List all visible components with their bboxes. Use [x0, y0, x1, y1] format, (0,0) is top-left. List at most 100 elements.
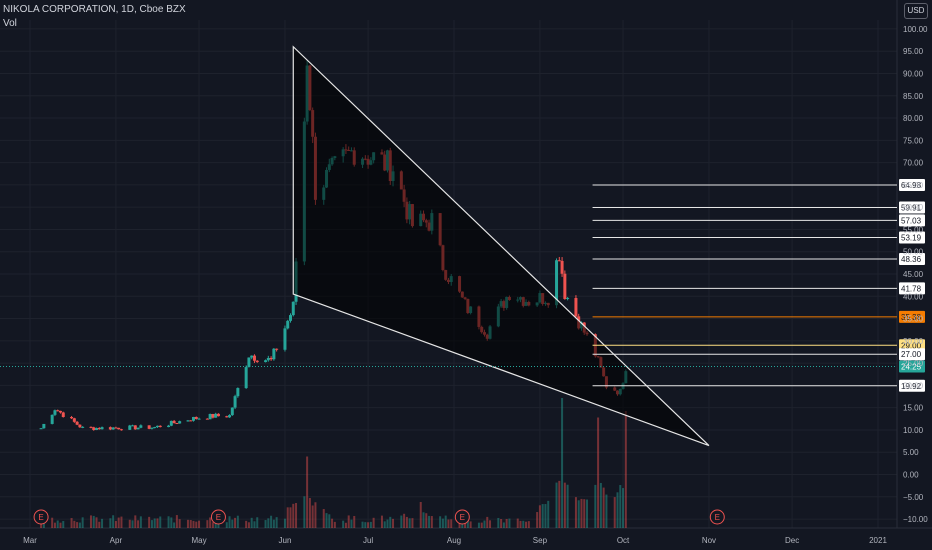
candle-body — [39, 428, 43, 430]
candle-body — [266, 357, 270, 361]
volume-bar — [361, 521, 364, 528]
y-tick-label: −5.00 — [903, 493, 924, 502]
y-tick-label: 55.00 — [903, 225, 924, 234]
volume-bar — [139, 516, 142, 528]
volume-bar — [605, 494, 608, 528]
candle-body — [255, 360, 259, 363]
volume-bar — [544, 504, 547, 528]
level-label: 53.19 — [901, 234, 922, 243]
volume-bar — [289, 507, 292, 528]
y-tick-label: 75.00 — [903, 136, 924, 145]
volume-bar — [159, 516, 162, 528]
y-tick-label: 15.00 — [903, 404, 924, 413]
volume-bar — [292, 503, 295, 528]
currency-button[interactable]: USD — [904, 3, 928, 19]
x-tick-label: Apr — [110, 536, 123, 545]
candle-body — [78, 424, 82, 428]
candle-body — [214, 413, 218, 418]
candle-body — [211, 414, 215, 418]
candle-body — [557, 260, 561, 262]
volume-bar — [364, 522, 367, 528]
volume-bar — [51, 517, 54, 528]
volume-bar — [480, 522, 483, 528]
level-label: 48.36 — [901, 255, 922, 264]
volume-bar — [450, 519, 453, 528]
volume-bar — [597, 417, 600, 528]
volume-bar — [206, 520, 209, 528]
volume-bar — [228, 516, 231, 528]
x-tick-label: Dec — [785, 536, 799, 545]
candle-body — [291, 301, 295, 316]
y-tick-label: 40.00 — [903, 292, 924, 301]
volume-bar — [502, 522, 505, 528]
volume-bar — [400, 515, 403, 528]
level-label-bg — [899, 310, 925, 323]
volume-bar — [322, 509, 325, 528]
candle-body — [208, 414, 212, 420]
volume-bar — [128, 519, 131, 528]
candle-body — [89, 426, 93, 428]
earnings-icon — [709, 509, 725, 525]
volume-bar — [56, 520, 59, 528]
volume-bar — [170, 517, 173, 528]
volume-bar — [40, 521, 43, 528]
volume-bar — [477, 522, 480, 528]
y-tick-label: 85.00 — [903, 92, 924, 101]
volume-bar — [92, 515, 95, 528]
earnings-icon — [33, 509, 49, 525]
earnings-icon — [210, 509, 226, 525]
volume-bar — [555, 482, 558, 528]
volume-bar — [247, 522, 250, 528]
x-tick-label: Mar — [23, 536, 37, 545]
candle-body — [58, 410, 62, 413]
volume-bar — [466, 516, 469, 528]
level-label: 64.98 — [901, 181, 922, 190]
y-tick-label: 10.00 — [903, 426, 924, 435]
volume-bar — [616, 492, 619, 528]
candle-body — [111, 427, 115, 430]
volume-bar — [245, 520, 248, 528]
volume-bar — [175, 515, 178, 528]
volume-bar — [189, 519, 192, 528]
candle-body — [225, 416, 229, 418]
candle-body — [230, 407, 234, 416]
level-label: 29.00 — [901, 341, 922, 350]
candle-body — [252, 355, 256, 361]
candle-body — [139, 425, 143, 428]
x-tick-label: 2021 — [869, 536, 887, 545]
volume-bar — [192, 520, 195, 528]
candle-body — [172, 420, 176, 424]
candle-body — [175, 423, 179, 425]
candle-body — [288, 315, 292, 321]
volume-bar — [383, 521, 386, 528]
volume-bar — [538, 505, 541, 528]
volume-bar — [137, 520, 140, 528]
x-tick-label: Oct — [617, 536, 630, 545]
candle-body — [275, 348, 279, 350]
candle-body — [100, 427, 104, 430]
volume-bar — [619, 485, 622, 528]
symbol-title: NIKOLA CORPORATION, 1D, Cboe BZX — [3, 4, 186, 15]
earnings-label: E — [38, 513, 43, 522]
volume-bar — [272, 519, 275, 528]
x-tick-label: Sep — [533, 536, 548, 545]
volume-bar — [613, 497, 616, 528]
volume-bar — [508, 518, 511, 528]
y-tick-label: 65.00 — [903, 181, 924, 190]
volume-bar — [78, 522, 81, 528]
x-tick-label: Aug — [447, 536, 461, 545]
last-price-label: 24.25 — [901, 362, 922, 371]
y-tick-label: 80.00 — [903, 114, 924, 123]
volume-bar — [563, 482, 566, 528]
candle-body — [128, 425, 132, 430]
y-tick-label: 95.00 — [903, 47, 924, 56]
volume-bar — [392, 518, 395, 528]
volume-bar — [250, 517, 253, 528]
volume-bar — [536, 512, 539, 528]
candle-body — [53, 410, 57, 415]
volume-bar — [325, 513, 328, 528]
candle-body — [216, 413, 220, 417]
volume-bar — [411, 518, 414, 528]
volume-bar — [422, 512, 425, 528]
